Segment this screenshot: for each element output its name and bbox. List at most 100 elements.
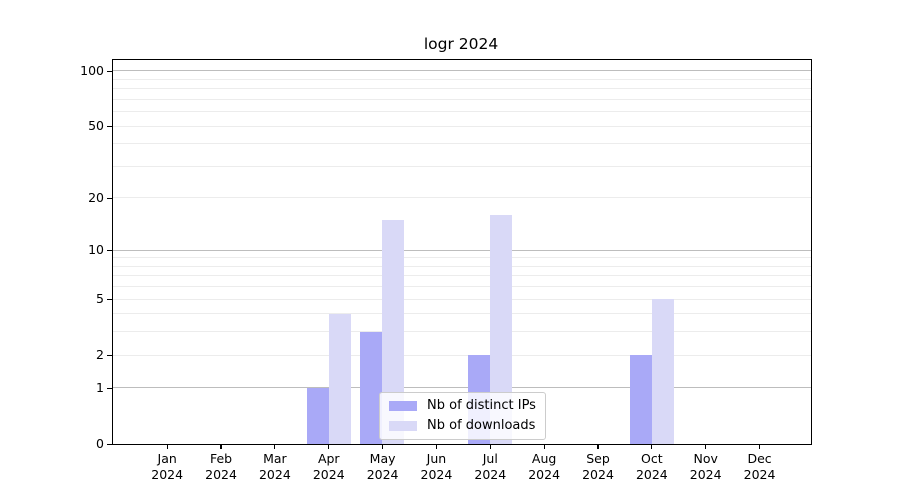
x-tick-label: Jan 2024 — [137, 451, 197, 483]
x-tick-mark — [274, 445, 276, 450]
minor-gridline — [113, 165, 811, 167]
x-tick-year: 2024 — [420, 467, 453, 482]
minor-gridline — [113, 111, 811, 113]
major-gridline — [113, 249, 811, 251]
y-tick-mark — [107, 298, 112, 300]
x-tick-label: Feb 2024 — [191, 451, 251, 483]
x-tick-year: 2024 — [635, 467, 668, 482]
major-gridline — [113, 70, 811, 72]
minor-gridline — [113, 143, 811, 145]
y-tick-mark — [107, 70, 112, 72]
y-tick-label: 10 — [88, 242, 104, 258]
x-tick-mark — [166, 445, 168, 450]
legend-label-downloads: Nb of downloads — [427, 418, 536, 433]
x-tick-year: 2024 — [258, 467, 291, 482]
minor-gridline — [113, 286, 811, 288]
bar-distinct-ips-oct — [629, 355, 652, 444]
y-tick-mark — [107, 125, 112, 127]
x-tick-month: Jul — [482, 451, 498, 466]
minor-gridline — [113, 257, 811, 259]
y-tick-label: 2 — [96, 347, 104, 363]
minor-gridline — [113, 98, 811, 100]
x-tick-month: Apr — [317, 451, 340, 466]
x-tick-month: Jan — [157, 451, 177, 466]
x-tick-month: Feb — [209, 451, 233, 466]
y-tick-mark — [107, 197, 112, 199]
x-tick-month: Aug — [531, 451, 557, 466]
chart-title: logr 2024 — [423, 35, 499, 53]
bar-distinct-ips-apr — [306, 387, 329, 444]
x-tick-year: 2024 — [366, 467, 399, 482]
x-tick-label: Jun 2024 — [406, 451, 466, 483]
x-tick-month: Jun — [426, 451, 447, 466]
x-tick-label: Oct 2024 — [622, 451, 682, 483]
minor-gridline — [113, 265, 811, 267]
x-tick-mark — [220, 445, 222, 450]
bar-downloads-may — [382, 219, 405, 444]
x-tick-year: 2024 — [582, 467, 614, 482]
x-tick-mark — [543, 445, 545, 450]
x-tick-label: Aug 2024 — [514, 451, 574, 483]
minor-gridline — [113, 88, 811, 90]
legend-swatch-distinct-ips — [389, 401, 417, 411]
y-tick-mark — [107, 443, 112, 445]
minor-gridline — [113, 78, 811, 80]
x-tick-mark — [758, 445, 761, 450]
x-tick-mark — [435, 445, 438, 450]
x-tick-month: Dec — [747, 451, 772, 466]
legend-label-distinct-ips: Nb of distinct IPs — [427, 398, 536, 413]
x-tick-mark — [382, 445, 384, 450]
x-tick-year: 2024 — [689, 467, 722, 482]
bar-downloads-jul — [490, 215, 513, 444]
x-tick-mark — [705, 445, 707, 450]
plot-area — [112, 59, 812, 445]
y-tick-label: 5 — [96, 291, 104, 307]
y-tick-label: 20 — [88, 190, 104, 206]
minor-gridline — [113, 125, 811, 127]
y-tick-mark — [107, 354, 112, 356]
x-tick-year: 2024 — [528, 467, 561, 482]
x-tick-year: 2024 — [205, 467, 237, 482]
x-tick-year: 2024 — [312, 467, 345, 482]
y-tick-mark — [107, 387, 112, 389]
bar-downloads-apr — [328, 313, 351, 444]
y-tick-label: 100 — [80, 63, 104, 79]
x-tick-label: Dec 2024 — [730, 451, 790, 483]
x-tick-year: 2024 — [743, 467, 776, 482]
x-tick-month: Mar — [263, 451, 287, 466]
x-tick-label: Jul 2024 — [460, 451, 520, 483]
x-tick-label: Nov 2024 — [676, 451, 736, 483]
major-gridline — [113, 387, 811, 389]
x-tick-year: 2024 — [151, 467, 184, 482]
x-tick-label: Mar 2024 — [245, 451, 305, 483]
minor-gridline — [113, 275, 811, 277]
x-tick-month: Oct — [641, 451, 663, 466]
bar-distinct-ips-may — [360, 331, 383, 444]
legend-swatch-downloads — [389, 421, 417, 431]
x-tick-month: May — [369, 451, 396, 466]
x-tick-month: Sep — [586, 451, 610, 466]
bar-downloads-oct — [651, 299, 674, 444]
legend-item-downloads: Nb of downloads — [389, 418, 536, 434]
x-tick-month: Nov — [693, 451, 718, 466]
y-tick-mark — [107, 249, 112, 251]
y-tick-label: 0 — [96, 436, 104, 452]
x-tick-label: Sep 2024 — [568, 451, 628, 483]
minor-gridline — [113, 354, 811, 356]
x-tick-mark — [489, 445, 491, 450]
minor-gridline — [113, 331, 811, 333]
y-tick-label: 50 — [88, 118, 104, 134]
x-tick-mark — [651, 445, 653, 450]
minor-gridline — [113, 197, 811, 199]
x-tick-label: Apr 2024 — [299, 451, 359, 483]
minor-gridline — [113, 313, 811, 315]
legend-item-distinct-ips: Nb of distinct IPs — [389, 398, 536, 414]
x-tick-label: May 2024 — [353, 451, 413, 483]
minor-gridline — [113, 298, 811, 300]
x-tick-mark — [597, 445, 599, 450]
x-tick-mark — [328, 445, 330, 450]
x-tick-year: 2024 — [474, 467, 507, 482]
y-tick-label: 1 — [96, 380, 104, 396]
legend: Nb of distinct IPs Nb of downloads — [379, 392, 546, 440]
